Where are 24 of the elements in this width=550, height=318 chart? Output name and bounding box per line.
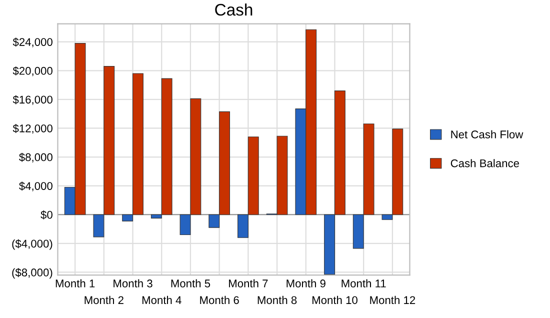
y-tick-label: $20,000 — [12, 66, 52, 76]
chart-title: Cash — [215, 3, 252, 16]
y-tick-label: $8,000 — [19, 152, 52, 162]
legend-label: Cash Balance — [450, 159, 519, 168]
x-tick-label: Month 6 — [200, 296, 239, 304]
y-tick-label: $12,000 — [12, 124, 52, 134]
x-tick-label: Month 9 — [286, 279, 326, 288]
x-tick-label: Month 12 — [370, 296, 416, 304]
x-tick-label: Month 3 — [114, 279, 152, 288]
y-tick-label: $24,000 — [12, 38, 52, 48]
x-tick-label: Month 5 — [171, 279, 210, 288]
y-tick-label: ($8,000) — [12, 268, 52, 279]
y-tick-label: $16,000 — [12, 95, 52, 105]
x-tick-label: Month 1 — [56, 279, 95, 288]
y-tick-label: $0 — [40, 210, 52, 220]
x-tick-label: Month 8 — [258, 296, 297, 304]
x-tick-label: Month 4 — [142, 296, 182, 304]
x-tick-label: Month 10 — [312, 296, 358, 304]
x-tick-label: Month 11 — [342, 279, 386, 288]
legend-label: Net Cash Flow — [451, 130, 524, 138]
y-tick-label: ($4,000) — [12, 239, 52, 250]
x-tick-label: Month 7 — [229, 279, 268, 288]
y-tick-label: $4,000 — [19, 182, 52, 192]
x-tick-label: Month 2 — [84, 296, 124, 304]
